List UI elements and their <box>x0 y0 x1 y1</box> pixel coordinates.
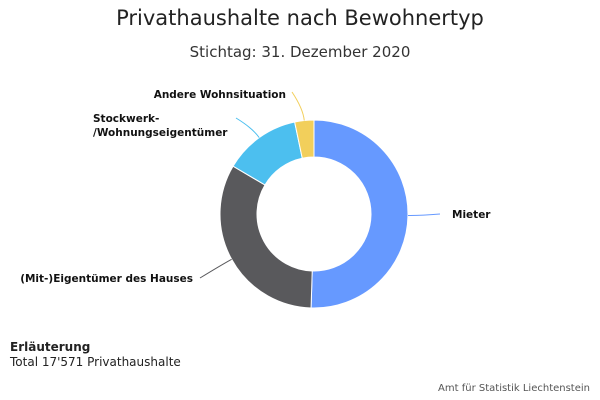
chart-subtitle: Stichtag: 31. Dezember 2020 <box>189 43 411 61</box>
note-text: Total 17'571 Privathaushalte <box>10 355 181 369</box>
label-connectors <box>199 91 441 279</box>
slice-0[interactable] <box>310 119 409 309</box>
connector-1 <box>199 258 232 279</box>
connector-0 <box>407 213 441 216</box>
data-label-3: Andere Wohnsituation <box>154 89 286 101</box>
data-label-1: (Mit-)Eigentümer des Hauses <box>20 273 193 285</box>
note-heading: Erläuterung <box>10 340 91 354</box>
slice-3[interactable] <box>294 119 315 159</box>
explanation-note: Erläuterung Total 17'571 Privathaushalte <box>10 340 181 370</box>
connector-3 <box>291 91 305 121</box>
data-label-2: Stockwerk-/Wohnungseigentümer <box>93 113 228 139</box>
chart-title: Privathaushalte nach Bewohnertyp <box>116 6 484 30</box>
data-labels: Mieter (Mit-)Eigentümer des Hauses Stockwe… <box>20 89 491 285</box>
data-label-0: Mieter <box>452 209 491 221</box>
connector-2 <box>235 117 260 138</box>
donut-slices <box>219 119 409 309</box>
slice-1[interactable] <box>219 165 313 309</box>
credits[interactable]: Amt für Statistik Liechtenstein <box>438 383 590 394</box>
